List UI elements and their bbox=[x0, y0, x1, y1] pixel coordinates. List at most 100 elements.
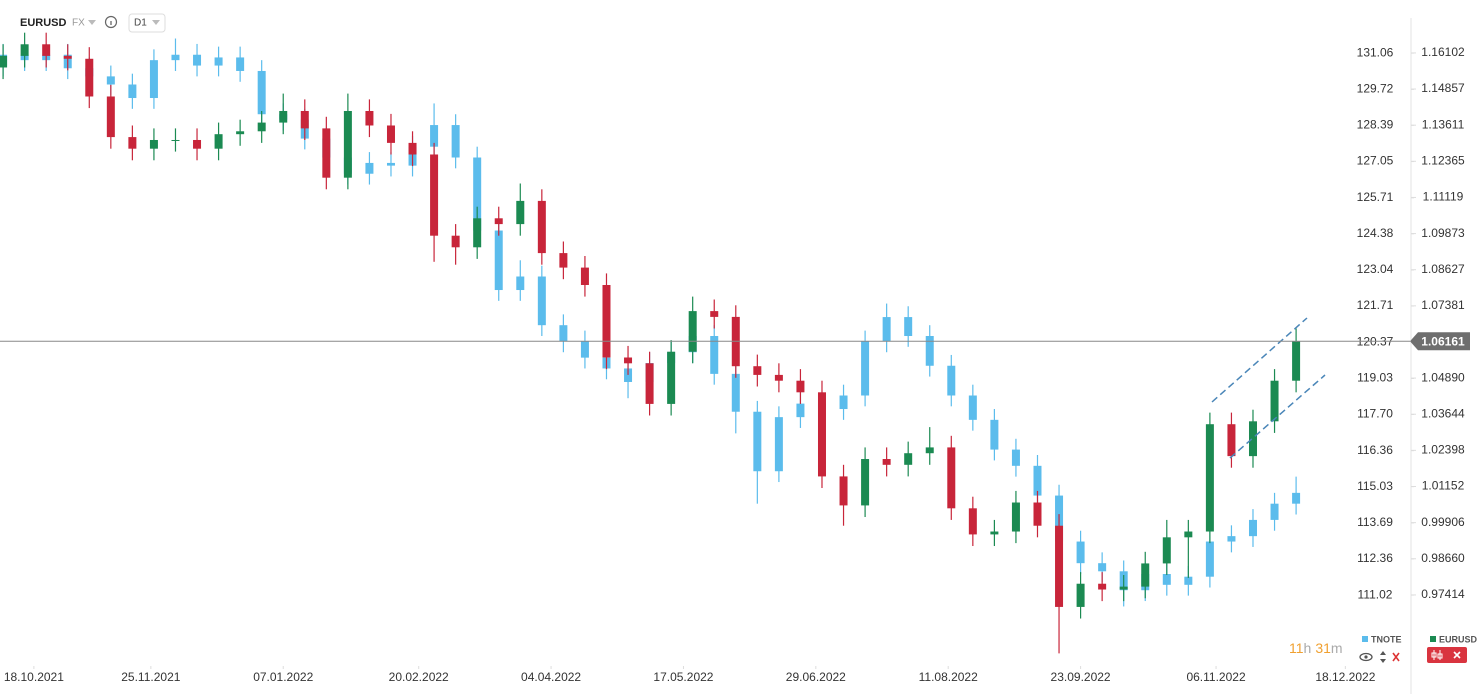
candle-body bbox=[473, 157, 482, 231]
candle-body bbox=[257, 122, 266, 132]
y-tick-label: 0.97414 bbox=[1421, 587, 1465, 601]
interval-dropdown bbox=[152, 20, 160, 25]
candle-body bbox=[796, 380, 805, 393]
timer-minutes-unit: m bbox=[1331, 640, 1343, 656]
y2-tick-label: 112.36 bbox=[1357, 551, 1393, 565]
candle-body bbox=[559, 325, 568, 342]
candle-body bbox=[688, 311, 697, 352]
candle-body bbox=[0, 55, 8, 68]
x-tick-label: 18.10.2021 bbox=[4, 670, 64, 684]
candle-body bbox=[559, 253, 568, 268]
interval: D1 bbox=[134, 18, 147, 29]
y-tick-label: 1.03644 bbox=[1421, 406, 1465, 420]
legend-swatch bbox=[1430, 636, 1436, 642]
candle-body bbox=[774, 417, 783, 472]
candle-body bbox=[430, 125, 439, 147]
info-icon[interactable] bbox=[104, 15, 118, 29]
candle-body bbox=[171, 54, 180, 61]
channel-upper[interactable] bbox=[1211, 317, 1308, 403]
candle-body bbox=[1011, 502, 1020, 532]
candle-body bbox=[473, 218, 482, 248]
symbol[interactable]: EURUSD bbox=[20, 17, 67, 29]
candle-body bbox=[904, 453, 913, 465]
channel-lower[interactable] bbox=[1229, 374, 1326, 459]
y2-tick-label: 124.38 bbox=[1357, 226, 1394, 240]
last-price-label: 1.06161 bbox=[1421, 334, 1465, 348]
y-tick-label: 1.01152 bbox=[1422, 479, 1465, 493]
x-tick-label: 23.09.2022 bbox=[1051, 670, 1111, 684]
move-icon[interactable] bbox=[1380, 651, 1386, 663]
candle-body bbox=[1033, 502, 1042, 526]
timer: 11h 31m bbox=[1289, 640, 1343, 656]
candle-body bbox=[85, 58, 94, 97]
candle-body bbox=[408, 142, 417, 155]
candle-body bbox=[580, 341, 589, 358]
candle-body bbox=[947, 447, 956, 509]
candle-icon bbox=[1431, 650, 1443, 660]
y2-tick-label: 113.69 bbox=[1357, 515, 1393, 529]
candle-body bbox=[451, 235, 460, 248]
x-tick-label: 07.01.2022 bbox=[253, 670, 313, 684]
candle-body bbox=[710, 336, 719, 374]
candle-body bbox=[839, 395, 848, 410]
candle-body bbox=[63, 55, 72, 59]
candle-body bbox=[20, 44, 29, 56]
y2-tick-label: 128.39 bbox=[1357, 118, 1394, 132]
y2-tick-label: 115.03 bbox=[1357, 479, 1393, 493]
series-remove-icon[interactable] bbox=[1453, 651, 1461, 659]
candle-body bbox=[580, 267, 589, 285]
remove-icon[interactable] bbox=[1392, 652, 1400, 662]
candle-body bbox=[214, 57, 223, 66]
candle-body bbox=[516, 276, 525, 291]
candle-body bbox=[1227, 536, 1236, 542]
y-tick-label: 1.07381 bbox=[1421, 298, 1465, 312]
candle-body bbox=[839, 476, 848, 506]
candle-body bbox=[1292, 341, 1301, 381]
candle-body bbox=[236, 57, 245, 71]
y-tick-label: 0.99906 bbox=[1421, 515, 1465, 529]
candle-body bbox=[537, 200, 546, 254]
candle-body bbox=[430, 154, 439, 236]
y-tick-label: 1.04890 bbox=[1421, 370, 1465, 384]
eye-icon[interactable] bbox=[1359, 652, 1373, 662]
y-tick-label: 1.11119 bbox=[1423, 190, 1464, 204]
candle-body bbox=[1162, 537, 1171, 564]
x-tick-label: 29.06.2022 bbox=[786, 670, 846, 684]
y2-tick-label: 131.06 bbox=[1357, 45, 1394, 59]
candle-body bbox=[602, 285, 611, 358]
candle-body bbox=[494, 218, 503, 225]
series-settings-button[interactable] bbox=[1427, 647, 1467, 663]
candle-body bbox=[106, 76, 115, 85]
x-tick-label: 04.04.2022 bbox=[521, 670, 581, 684]
candle-body bbox=[128, 137, 137, 149]
candle-body bbox=[516, 200, 525, 225]
y-tick-label: 1.08627 bbox=[1421, 262, 1465, 276]
y2-tick-label: 111.02 bbox=[1358, 587, 1393, 601]
candle-body bbox=[1248, 421, 1257, 457]
candle-body bbox=[861, 341, 870, 396]
candle-body bbox=[1184, 531, 1193, 538]
candle-body bbox=[193, 139, 202, 149]
candle-body bbox=[193, 54, 202, 66]
candle-body bbox=[537, 276, 546, 326]
candle-body bbox=[1248, 519, 1257, 537]
candle-body bbox=[882, 317, 891, 342]
candle-body bbox=[1292, 492, 1301, 504]
timer-hours-unit: h bbox=[1304, 640, 1312, 656]
interval-select[interactable] bbox=[128, 13, 166, 33]
candle-body bbox=[1270, 380, 1279, 422]
candle-body bbox=[710, 311, 719, 317]
timer-hours: 11 bbox=[1289, 640, 1304, 656]
candle-body bbox=[1098, 583, 1107, 590]
candle-body bbox=[1270, 503, 1279, 520]
candle-body bbox=[753, 366, 762, 375]
candle-body bbox=[904, 317, 913, 337]
legend-controls bbox=[1359, 647, 1467, 663]
candle-body bbox=[753, 411, 762, 472]
candle-body bbox=[322, 128, 331, 178]
candle-body bbox=[925, 447, 934, 454]
candle-body bbox=[774, 374, 783, 381]
market-dropdown[interactable] bbox=[88, 20, 96, 25]
